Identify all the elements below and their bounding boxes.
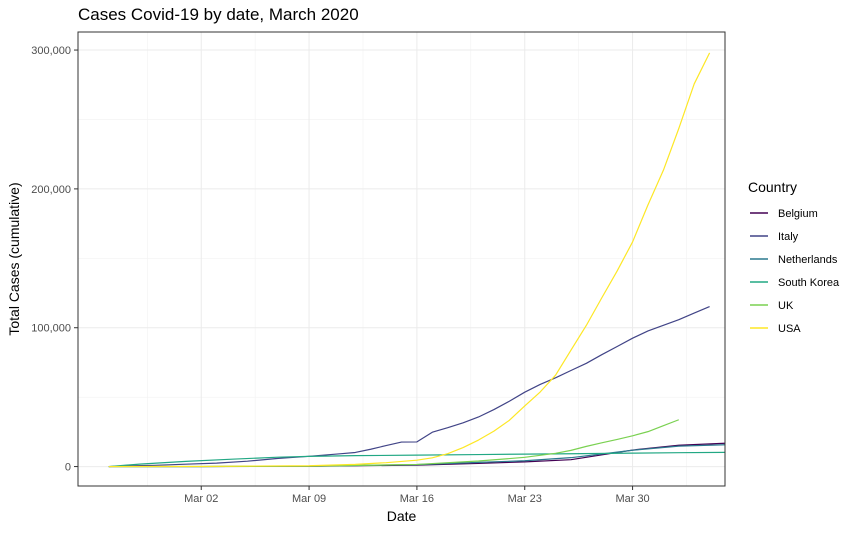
legend-label: South Korea: [778, 277, 840, 289]
y-axis: 0 100,000 200,000 300,000: [31, 45, 78, 474]
legend-item: Netherlands: [750, 254, 838, 266]
x-tick-label: Mar 23: [508, 493, 542, 505]
legend-item: Italy: [750, 231, 799, 243]
x-axis: Mar 02 Mar 09 Mar 16 Mar 23 Mar 30: [184, 486, 650, 505]
y-axis-label: Total Cases (cumulative): [6, 182, 22, 335]
series-line-south-korea: [108, 451, 726, 468]
legend: Country Belgium Italy Netherlands South Kor…: [748, 179, 840, 335]
plot-border: [77, 31, 726, 487]
legend-item: Belgium: [750, 208, 818, 220]
legend-item: USA: [750, 323, 801, 335]
legend-label: Belgium: [778, 208, 818, 220]
y-tick-label: 200,000: [31, 184, 71, 196]
x-axis-label: Date: [387, 508, 417, 524]
legend-item: South Korea: [750, 277, 840, 289]
y-tick-label: 300,000: [31, 45, 71, 57]
series-line-uk: [108, 419, 680, 468]
legend-label: Netherlands: [778, 254, 838, 266]
series-line-italy: [108, 306, 710, 468]
legend-title: Country: [748, 179, 797, 195]
x-tick-label: Mar 09: [292, 493, 326, 505]
legend-label: Italy: [778, 231, 799, 243]
legend-label: USA: [778, 323, 801, 335]
plot-background: [78, 32, 725, 486]
y-tick-label: 100,000: [31, 323, 71, 335]
legend-label: UK: [778, 300, 794, 312]
legend-item: UK: [750, 300, 794, 312]
chart-title: Cases Covid-19 by date, March 2020: [78, 5, 359, 24]
y-tick-label: 0: [65, 462, 71, 474]
x-tick-label: Mar 30: [615, 493, 649, 505]
x-tick-label: Mar 16: [400, 493, 434, 505]
series-line-usa: [108, 52, 711, 468]
x-tick-label: Mar 02: [184, 493, 218, 505]
legend-items: Belgium Italy Netherlands South Korea UK USA: [750, 208, 840, 335]
series-lines: [108, 52, 726, 468]
